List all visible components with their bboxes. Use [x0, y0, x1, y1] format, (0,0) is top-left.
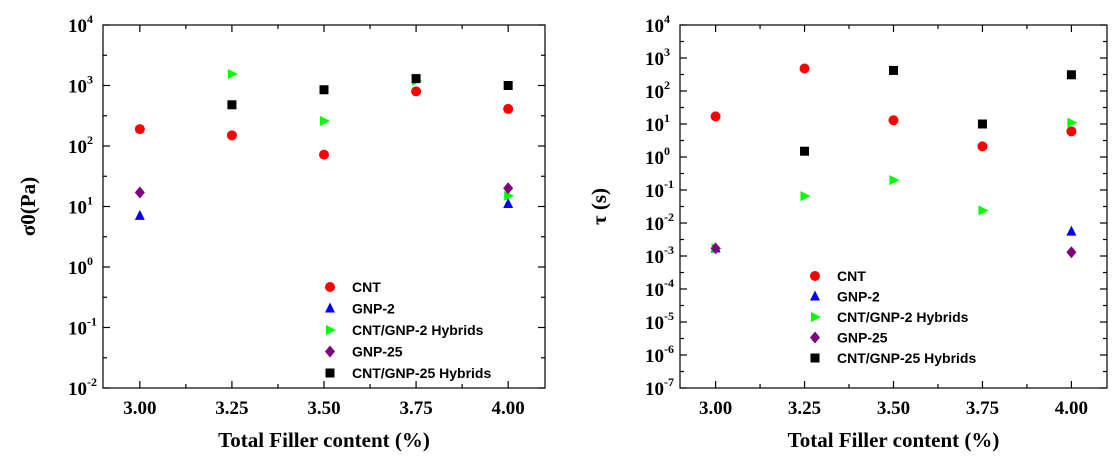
legend-label: CNT/GNP-2 Hybrids	[352, 322, 484, 338]
data-point	[889, 175, 900, 186]
x-axis-title: Total Filler content (%)	[788, 428, 1000, 452]
data-point	[889, 65, 898, 75]
legend-marker	[810, 271, 820, 281]
y-tick-label: 10-2	[645, 210, 674, 235]
y-tick-label: 104	[645, 12, 670, 37]
legend: CNT GNP-2 CNT/GNP-2 Hybrids GNP-25 CNT/GNP-2…	[810, 268, 976, 366]
data-point	[503, 197, 514, 208]
y-tick-label: 102	[645, 78, 670, 103]
y-tick-label: 10-7	[645, 375, 674, 400]
legend-label: CNT/GNP-25 Hybrids	[352, 365, 491, 381]
data-point	[134, 124, 145, 135]
x-tick-label: 3.25	[215, 398, 248, 419]
data-point	[503, 182, 514, 195]
legend-marker	[325, 368, 335, 378]
x-tick-label: 4.00	[492, 398, 525, 419]
plot-frame	[679, 24, 1108, 389]
data-point	[411, 74, 421, 84]
x-tick-label: 3.00	[123, 398, 156, 419]
data-point	[978, 205, 989, 216]
data-point	[977, 141, 988, 152]
data-point	[503, 103, 514, 114]
y-tick-label: 10-3	[645, 243, 674, 268]
legend-label: CNT/GNP-2 Hybrids	[837, 309, 969, 325]
x-tick-label: 3.00	[699, 398, 732, 419]
data-point	[320, 115, 330, 126]
data-point	[1066, 70, 1076, 80]
data-point	[227, 68, 238, 79]
data-point	[800, 146, 810, 156]
data-point	[503, 81, 513, 90]
x-tick-label: 3.75	[966, 398, 999, 419]
legend: CNT GNP-2 CNT/GNP-2 Hybrids GNP-25 CNT/GNP-2…	[325, 279, 491, 381]
data-point	[710, 242, 721, 255]
x-tick-label: 3.50	[307, 398, 340, 419]
data-point	[134, 209, 145, 220]
legend-label: CNT	[837, 268, 866, 284]
data-point	[1066, 225, 1077, 236]
y-tick-label: 10-5	[645, 309, 674, 334]
y-tick-label: 100	[68, 254, 93, 279]
y-tick-label: 10-2	[68, 375, 97, 400]
data-point	[1067, 117, 1078, 128]
y-axis-title: σ0(Pa)	[16, 177, 40, 236]
data-point	[710, 111, 721, 122]
legend-marker	[811, 312, 821, 322]
legend-marker	[810, 331, 820, 344]
legend-label: GNP-2	[837, 289, 880, 305]
data-point	[1066, 246, 1077, 259]
y-axis-title: τ (s)	[587, 188, 611, 225]
data-point	[1066, 126, 1077, 137]
y-tick-label: 10-1	[68, 315, 97, 340]
y-tick-label: 10-1	[645, 177, 674, 202]
legend-marker	[325, 282, 335, 292]
y-tick-label: 100	[645, 144, 670, 169]
legend-label: GNP-25	[837, 330, 888, 346]
data-point	[800, 191, 811, 202]
legend-marker	[325, 302, 335, 313]
y-tick-label: 10-4	[645, 276, 674, 301]
legend-label: GNP-2	[352, 301, 395, 317]
data-point	[319, 85, 329, 95]
legend-marker	[810, 290, 820, 301]
y-tick-label: 104	[68, 12, 93, 37]
data-point	[977, 119, 987, 129]
legend-marker	[326, 325, 336, 335]
x-tick-label: 3.25	[788, 398, 821, 419]
y-tick-label: 101	[645, 111, 670, 136]
x-tick-label: 3.75	[399, 398, 432, 419]
data-point	[888, 115, 899, 126]
data-point	[134, 186, 145, 199]
y-tick-label: 101	[68, 194, 93, 219]
data-point	[411, 86, 422, 97]
data-point	[799, 63, 810, 74]
legend-label: GNP-25	[352, 344, 403, 360]
x-axis-title: Total Filler content (%)	[218, 428, 430, 452]
y-tick-label: 10-6	[645, 342, 674, 367]
data-point	[504, 190, 515, 201]
legend-marker	[325, 345, 335, 358]
chart-panel-1: 10-2 10-1 100 101 102 103 104 3.00 3.25 3.50 3.75 4…	[16, 12, 546, 452]
data-point	[319, 149, 329, 160]
y-tick-label: 103	[68, 73, 93, 98]
data-point	[227, 100, 237, 110]
x-tick-label: 4.00	[1055, 398, 1088, 419]
legend-label: CNT/GNP-25 Hybrids	[837, 350, 976, 366]
x-tick-label: 3.50	[877, 398, 910, 419]
data-point	[226, 130, 237, 141]
chart-panel-2: 10-7 10-6 10-5 10-4 10-3 10-2 10-1 100 101 102 103…	[587, 12, 1108, 452]
legend-marker	[810, 353, 820, 363]
legend-label: CNT	[352, 279, 381, 295]
y-tick-label: 102	[68, 133, 93, 158]
y-tick-label: 103	[645, 45, 670, 70]
